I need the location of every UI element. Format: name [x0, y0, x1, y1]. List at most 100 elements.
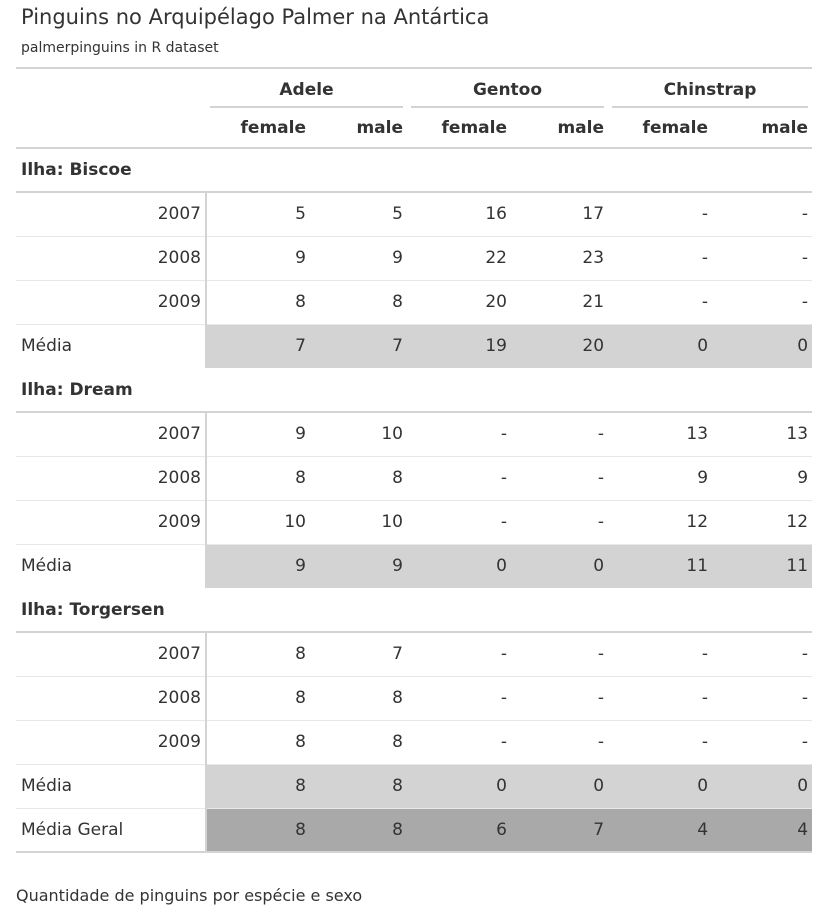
table-row: 2009 8 8 - - - - — [16, 720, 813, 764]
summary-cell: 9 — [206, 544, 310, 588]
cell: 10 — [381, 424, 403, 445]
spanner-chinstrap: Chinstrap — [612, 80, 809, 108]
row-year: 2008 — [16, 236, 207, 280]
group-header-torgersen: Ilha: Torgersen — [16, 588, 813, 632]
col-chinstrap-male: male — [761, 117, 809, 138]
cell: 8 — [295, 732, 306, 752]
cell: - — [500, 468, 507, 488]
summary-label: Média — [16, 764, 207, 808]
cell: 8 — [295, 688, 306, 708]
cell: - — [597, 424, 605, 445]
cell: - — [597, 468, 605, 488]
table-row: 2007 5 5 16 17 - - — [16, 192, 813, 236]
cell: - — [597, 644, 605, 665]
table-row: 2007 8 7 - - - - — [16, 632, 813, 676]
group-label: Ilha: Torgersen — [21, 599, 165, 620]
cell: - — [801, 248, 809, 268]
cell: 9 — [295, 424, 306, 445]
cell: 9 — [797, 468, 809, 488]
col-adele-male: male — [356, 117, 403, 138]
cell: 21 — [582, 292, 605, 312]
summary-label: Média — [16, 544, 207, 588]
summary-cell: 0 — [511, 544, 609, 588]
spanner-cell: Chinstrap — [608, 68, 812, 108]
row-year: 2009 — [16, 720, 207, 764]
summary-row: Média 8 8 0 0 0 0 — [16, 764, 813, 808]
spanner-cell: Adele — [206, 68, 407, 108]
stub-label — [16, 108, 206, 148]
summary-cell: 7 — [310, 324, 407, 368]
grand-summary-cell: 7 — [511, 808, 609, 852]
summary-cell: 8 — [206, 764, 310, 808]
cell: - — [801, 292, 809, 312]
cell: 9 — [392, 248, 403, 268]
col-gentoo-female: female — [441, 117, 507, 138]
cell: - — [701, 292, 709, 312]
summary-cell: 0 — [511, 764, 609, 808]
grand-summary-cell: 6 — [407, 808, 511, 852]
cell: 20 — [485, 292, 507, 312]
grand-summary-cell: 4 — [712, 808, 813, 852]
grand-summary-cell: 8 — [310, 808, 407, 852]
grand-summary-cell: 4 — [608, 808, 713, 852]
table-row: 2008 9 9 22 23 - - — [16, 236, 813, 280]
cell: - — [500, 512, 507, 532]
table-row: 2009 8 8 20 21 - - — [16, 280, 813, 324]
cell: 23 — [582, 248, 605, 268]
cell: 5 — [295, 204, 306, 225]
column-label-row: female male female male female male — [16, 108, 813, 148]
cell: - — [500, 644, 507, 665]
cell: - — [801, 688, 809, 708]
penguin-table: Adele Gentoo Chinstrap female male femal… — [16, 67, 813, 853]
summary-cell: 0 — [712, 324, 813, 368]
summary-cell: 0 — [407, 764, 511, 808]
row-year: 2009 — [16, 500, 207, 544]
summary-cell: 9 — [310, 544, 407, 588]
summary-cell: 0 — [608, 324, 713, 368]
summary-row: Média 9 9 0 0 11 11 — [16, 544, 813, 588]
cell: - — [701, 248, 709, 268]
spanner-gentoo: Gentoo — [411, 80, 605, 108]
cell: 22 — [485, 248, 507, 268]
cell: 17 — [582, 204, 605, 225]
table-title: Pinguins no Arquipélago Palmer na Antárt… — [21, 5, 490, 29]
cell: 7 — [392, 644, 403, 665]
row-year: 2008 — [16, 676, 207, 720]
table-caption: Quantidade de pinguins por espécie e sex… — [16, 886, 363, 905]
cell: - — [500, 688, 507, 708]
cell: - — [701, 204, 709, 225]
cell: - — [801, 204, 809, 225]
row-year: 2007 — [16, 412, 207, 456]
cell: - — [597, 732, 605, 752]
cell: 8 — [392, 688, 403, 708]
cell: 13 — [686, 424, 709, 445]
cell: 10 — [284, 512, 306, 532]
cell: 12 — [686, 512, 709, 532]
cell: - — [701, 644, 709, 665]
summary-label: Média — [16, 324, 207, 368]
cell: 8 — [392, 732, 403, 752]
cell: 9 — [295, 248, 306, 268]
cell: 13 — [786, 424, 809, 445]
group-header-dream: Ilha: Dream — [16, 368, 813, 412]
col-adele-female: female — [240, 117, 306, 138]
summary-cell: 7 — [206, 324, 310, 368]
summary-cell: 20 — [511, 324, 609, 368]
cell: 5 — [392, 204, 403, 225]
cell: - — [500, 732, 507, 752]
table-row: 2009 10 10 - - 12 12 — [16, 500, 813, 544]
group-header-biscoe: Ilha: Biscoe — [16, 148, 813, 192]
row-year: 2009 — [16, 280, 207, 324]
cell: 8 — [295, 468, 306, 488]
cell: - — [801, 732, 809, 752]
table-row: 2008 8 8 - - - - — [16, 676, 813, 720]
cell: 8 — [295, 644, 306, 665]
cell: - — [597, 688, 605, 708]
grand-summary-cell: 8 — [206, 808, 310, 852]
summary-row: Média 7 7 19 20 0 0 — [16, 324, 813, 368]
cell: - — [701, 732, 709, 752]
table-row: 2008 8 8 - - 9 9 — [16, 456, 813, 500]
cell: 8 — [392, 468, 403, 488]
cell: 8 — [295, 292, 306, 312]
